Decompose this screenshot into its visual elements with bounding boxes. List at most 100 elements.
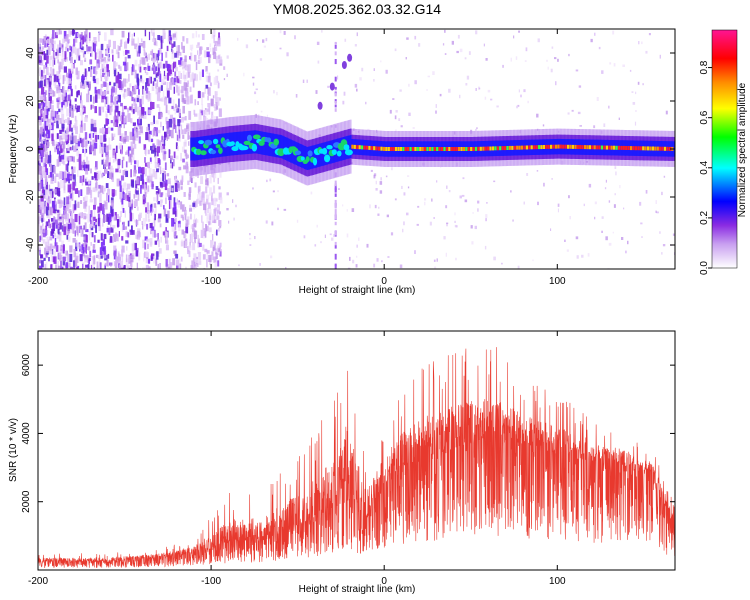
spectrogram-noise-cell (127, 232, 129, 238)
spectrogram-noise-cell (127, 87, 131, 96)
spectrogram-noise-cell (39, 249, 41, 256)
spectrogram-noise-cell (65, 128, 69, 137)
spectrogram-noise-cell (154, 162, 158, 169)
spectrogram-noise-cell (153, 210, 157, 218)
spectrogram-noise-cell (85, 141, 88, 148)
spectrogram-carrier-cell (240, 131, 243, 155)
spectrogram-noise-cell (594, 32, 596, 36)
spectrogram-noise-cell (41, 218, 43, 223)
spectrogram-noise-cell (219, 97, 221, 101)
spectrogram-noise-cell (171, 43, 174, 49)
colorbar: 0.00.20.40.60.8 Normalized spectral ampl… (699, 29, 748, 275)
spectrogram-noise-cell (96, 268, 100, 269)
spectrogram-noise-cell (113, 261, 118, 267)
spectrogram-noise-cell (215, 94, 218, 103)
spectrogram-noise-cell (196, 267, 198, 269)
snr-series-line (38, 347, 675, 568)
spectrogram-noise-cell (40, 127, 44, 135)
spectrogram-noise-cell (164, 162, 167, 170)
spectrogram-noise-cell (206, 194, 210, 200)
spectrogram-noise-cell (444, 29, 446, 33)
spectrogram-noise-cell (130, 158, 132, 165)
spectrogram-noise-cell (179, 80, 182, 84)
spectrogram-noise-cell (285, 267, 287, 269)
spectrogram-noise-cell (68, 73, 72, 81)
spectrogram-noise-cell (45, 225, 48, 230)
spectrogram-noise-cell (189, 239, 191, 244)
spectrogram-noise-cell (60, 200, 64, 204)
spectrogram-noise-cell (550, 68, 553, 73)
spectrogram-carrier-cell (471, 141, 474, 157)
spectrogram-noise-cell (567, 112, 570, 115)
spectrogram-noise-cell (424, 201, 426, 206)
spectrogram-noise-cell (98, 94, 101, 99)
spectrogram-noise-cell (189, 242, 191, 248)
spectrogram-noise-cell (68, 223, 72, 230)
spectrogram-noise-cell (75, 255, 79, 263)
spectrogram-noise-cell (82, 72, 86, 75)
spectrogram-noise-cell (56, 229, 59, 233)
spectrogram-carrier-cell (608, 145, 611, 150)
spectrogram-carrier-cell (240, 145, 249, 151)
spectrogram-carrier-cell (518, 145, 521, 150)
spectrogram-noise-cell (188, 64, 191, 74)
spectrogram-noise-cell (105, 154, 109, 164)
spectrogram-carrier-cell (591, 145, 594, 150)
spectrogram-noise-cell (73, 104, 75, 112)
spectrogram-noise-cell (54, 238, 57, 247)
spectrogram-noise-cell (661, 252, 663, 255)
spectrogram-noise-cell (100, 147, 104, 151)
spectrogram-noise-cell (315, 90, 318, 94)
spectrogram-noise-cell (87, 255, 89, 263)
spectrogram-noise-cell (133, 165, 137, 173)
spectrogram-noise-cell (125, 161, 128, 168)
spectrogram-noise-cell (49, 206, 53, 216)
spectrogram-noise-cell (170, 262, 173, 269)
spectrogram-noise-cell (152, 81, 155, 86)
spectrogram-noise-cell (153, 128, 155, 136)
spectrogram-noise-cell (105, 76, 108, 81)
spectrogram-noise-cell (142, 218, 146, 227)
spectrogram-noise-cell (175, 66, 178, 72)
spectrogram-noise-cell (77, 170, 79, 177)
spectrogram-noise-cell (45, 221, 48, 227)
spectrogram-noise-cell (142, 195, 145, 200)
colorbar-tick-label: 0.6 (699, 110, 710, 124)
spectrogram-noise-cell (123, 226, 127, 230)
spectrogram-noise-cell (77, 33, 80, 37)
spectrogram-noise-cell (67, 108, 70, 117)
spectrogram-noise-cell (186, 38, 189, 44)
spectrogram-noise-cell (88, 231, 91, 241)
spectrogram-noise-cell (566, 249, 569, 252)
spectrogram-noise-cell (387, 256, 390, 258)
spectrogram-noise-cell (156, 139, 160, 146)
spectrogram-noise-cell (524, 60, 527, 62)
spectrogram-noise-cell (48, 198, 52, 204)
spectrogram-noise-cell (158, 112, 161, 120)
spectrogram-noise-cell (140, 57, 143, 65)
spectrogram-noise-cell (40, 144, 43, 151)
spectrogram-noise-cell (100, 43, 104, 51)
spectrogram-noise-cell (217, 69, 220, 72)
spectrogram-noise-cell (98, 189, 102, 198)
spectrogram-noise-cell (152, 169, 155, 178)
spectrogram-carrier-cell (320, 143, 323, 167)
spectrogram-noise-cell (82, 242, 86, 248)
spectrogram-noise-cell (162, 181, 166, 187)
spectrogram-noise-cell (148, 266, 151, 269)
spectrogram-noise-cell (92, 246, 95, 251)
spectrogram-carrier-cell (355, 139, 358, 155)
spectrogram-stripe-cell (334, 51, 337, 56)
spectrogram-noise-cell (169, 114, 173, 121)
spectrogram-noise-cell (41, 109, 44, 114)
spectrogram-carrier-cell (299, 144, 302, 167)
spectrogram-noise-cell (661, 191, 663, 196)
spectrogram-noise-cell (134, 43, 138, 50)
spectrogram-noise-cell (475, 128, 477, 131)
spectrogram-noise-cell (147, 94, 150, 102)
spectrogram-stripe-cell (334, 245, 337, 249)
spectrogram-noise-cell (96, 173, 100, 180)
spectrogram-noise-cell (122, 93, 126, 98)
spectrogram-noise-cell (79, 254, 83, 262)
spectrogram-noise-cell (190, 213, 192, 220)
